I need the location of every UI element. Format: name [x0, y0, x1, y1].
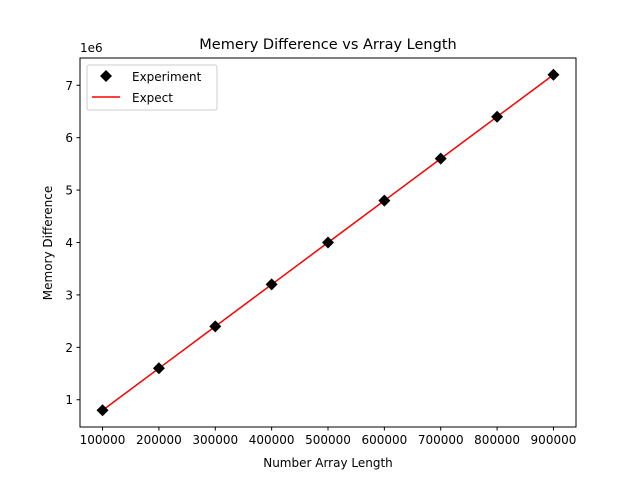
- y-tick-label: 4: [65, 236, 73, 250]
- legend-label-expect: Expect: [132, 91, 173, 105]
- y-tick-label: 2: [65, 341, 73, 355]
- legend-label-experiment: Experiment: [132, 70, 202, 84]
- x-tick-label: 600000: [361, 433, 407, 447]
- chart-title: Memery Difference vs Array Length: [199, 37, 456, 53]
- x-tick-label: 800000: [474, 433, 520, 447]
- y-tick-label: 5: [65, 184, 73, 198]
- legend-box: [86, 64, 218, 111]
- y-tick-label: 7: [65, 79, 73, 93]
- legend-diamond-marker-icon: [100, 70, 112, 82]
- experiment-point: [434, 152, 447, 165]
- axes-frame: [79, 57, 577, 428]
- x-tick-label: 900000: [531, 433, 577, 447]
- experiment-point: [209, 320, 222, 333]
- experiment-point: [265, 278, 278, 291]
- x-tick-label: 500000: [305, 433, 351, 447]
- x-tick-label: 100000: [80, 433, 126, 447]
- experiment-point: [96, 404, 109, 417]
- experiment-point: [152, 362, 165, 375]
- x-tick-label: 300000: [192, 433, 238, 447]
- experiment-point: [322, 236, 334, 249]
- y-tick-label: 3: [65, 288, 73, 302]
- y-tick-label: 6: [65, 131, 73, 145]
- experiment-point: [547, 68, 560, 81]
- legend: Experiment Expect: [86, 64, 218, 111]
- x-tick-label: 200000: [136, 433, 182, 447]
- x-tick-label: 400000: [249, 433, 295, 447]
- experiment-point: [378, 194, 391, 207]
- y-axis-label: Memory Difference: [41, 186, 55, 300]
- experiment-point: [491, 110, 504, 123]
- y-tick-label: 1: [65, 393, 73, 407]
- x-axis-label: Number Array Length: [263, 456, 393, 470]
- y-offset-label: 1e6: [80, 41, 103, 55]
- x-tick-label: 700000: [418, 433, 464, 447]
